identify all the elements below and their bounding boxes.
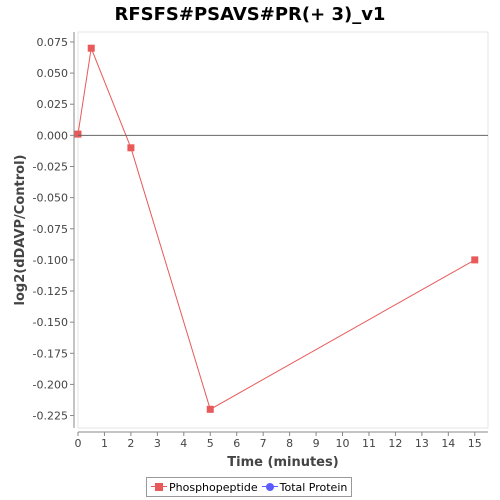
x-axis-label: Time (minutes)	[227, 455, 338, 470]
y-tick-label-12: -0.225	[33, 410, 68, 423]
x-tick-label-0: 0	[75, 437, 82, 450]
x-tick-label-14: 14	[441, 437, 455, 450]
y-tick-label-2: 0.025	[37, 98, 69, 111]
x-tick-label-15: 15	[468, 437, 482, 450]
legend-item-total-protein: Total Protein	[261, 480, 348, 494]
y-tick-label-7: -0.100	[33, 254, 68, 267]
x-tick-label-10: 10	[336, 437, 350, 450]
legend-label-total-protein: Total Protein	[279, 480, 348, 494]
data-point-0-1	[87, 44, 95, 52]
x-tick-label-4: 4	[180, 437, 187, 450]
y-tick-label-6: -0.075	[33, 223, 68, 236]
chart-title: RFSFS#PSAVS#PR(+ 3)_v1	[114, 4, 386, 25]
legend-item-phosphopeptide: Phosphopeptide	[151, 481, 258, 494]
x-tick-label-13: 13	[415, 437, 429, 450]
x-tick-label-12: 12	[388, 437, 402, 450]
y-axis: 0.075 0.050 0.025 0.000 -0.025 -0.050 -0.075 -0…	[33, 36, 74, 423]
legend: Phosphopeptide Total Protein	[146, 477, 353, 497]
series-line-0	[77, 46, 476, 411]
x-tick-label-8: 8	[286, 437, 293, 450]
x-tick-label-3: 3	[154, 437, 161, 450]
y-tick-label-3: 0.000	[37, 129, 69, 142]
x-tick-label-9: 9	[313, 437, 320, 450]
legend-swatch-square-icon	[151, 482, 167, 492]
data-point-0-2	[127, 144, 135, 152]
legend-label-phosphopeptide: Phosphopeptide	[169, 480, 258, 494]
x-tick-label-11: 11	[362, 437, 376, 450]
y-tick-label-1: 0.050	[37, 67, 69, 80]
x-tick-label-7: 7	[260, 437, 267, 450]
data-point-0-0	[74, 130, 82, 138]
x-axis: 0 1 2 3 4 5 6 7 8 9 10 11 12 13 14 15	[75, 432, 482, 450]
y-axis-label: log2(dDAVP/Control)	[13, 155, 28, 306]
y-tick-label-11: -0.200	[33, 378, 68, 391]
legend-swatch-circle-icon	[261, 482, 278, 492]
y-tick-label-0: 0.075	[37, 36, 69, 49]
x-tick-label-2: 2	[127, 437, 134, 450]
y-tick-label-4: -0.025	[33, 160, 68, 173]
x-tick-label-6: 6	[233, 437, 240, 450]
y-tick-label-9: -0.150	[33, 316, 68, 329]
data-point-0-3	[206, 405, 214, 413]
y-tick-label-8: -0.125	[33, 285, 68, 298]
y-tick-label-10: -0.175	[33, 347, 68, 360]
x-tick-label-5: 5	[207, 437, 214, 450]
series-layer	[74, 44, 479, 413]
data-point-0-4	[471, 256, 479, 264]
plot-frame	[77, 31, 489, 429]
x-tick-label-1: 1	[101, 437, 108, 450]
y-tick-label-5: -0.050	[33, 192, 68, 205]
